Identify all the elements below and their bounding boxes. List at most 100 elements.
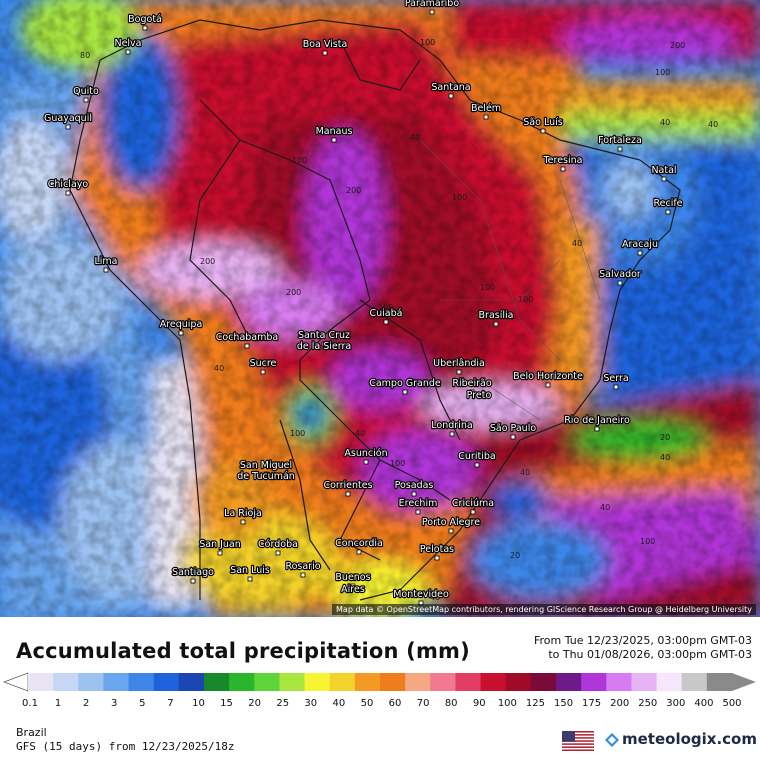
city-label: Teresina [542, 155, 582, 166]
city-dot [470, 509, 476, 515]
precip-value-label: 100 [292, 156, 307, 165]
tick-label: 5 [139, 698, 146, 709]
precip-value-label: 20 [660, 433, 670, 442]
city-label: Chiclayo [48, 179, 89, 190]
city-dot [321, 341, 327, 347]
city-cuiab-: Cuiabá [368, 307, 404, 325]
city-dot [345, 491, 351, 497]
brand-link[interactable]: meteologix.com [622, 730, 757, 748]
city-label: Belo Horizonte [513, 371, 583, 382]
city-label: San Miguel [240, 460, 292, 471]
city-c-rdoba: Córdoba [257, 538, 299, 556]
city-porto-alegre: Porto Alegre [421, 516, 481, 534]
city-nelva: Nelva [113, 37, 143, 55]
colorbar-swatch [530, 673, 557, 691]
precip-value-label: 40 [708, 120, 718, 129]
city-campo-grande: Campo Grande [368, 377, 442, 395]
city-dot [65, 124, 71, 130]
city-label: Posadas [395, 480, 434, 491]
city-dot [469, 389, 475, 395]
city-s-o-lu-s: São Luís [522, 116, 564, 134]
legend-footer: Accumulated total precipitation (mm) Fro… [0, 617, 760, 760]
city-label: Corrientes [323, 480, 372, 491]
city-cochabamba: Cochabamba [215, 331, 279, 349]
city-label: Serra [603, 373, 628, 384]
city-markers: Paramaribo Bogotá Boa Vista Nelva Quito Santa… [43, 0, 684, 606]
city-natal: Natal [650, 164, 678, 182]
city-erechim: Erechim [397, 497, 439, 515]
colorbar-swatch [380, 673, 406, 691]
colorbar-swatch [581, 673, 607, 691]
city-santa-cruz: Santa Cruz [297, 329, 351, 347]
city-label: Uberlândia [433, 358, 485, 369]
city-label: Salvador [599, 269, 641, 280]
colorbar-swatch [505, 673, 532, 691]
city-dot [356, 549, 362, 555]
city-dot [263, 471, 269, 477]
city-ribeir-o: Ribeirão [451, 377, 493, 395]
city-dot [275, 550, 281, 556]
city-pelotas: Pelotas [419, 543, 455, 561]
precip-value-label: 200 [346, 186, 361, 195]
city-dot [331, 137, 337, 143]
city-dot [363, 459, 369, 465]
precip-value-label: 40 [410, 133, 420, 142]
city-dot [411, 491, 417, 497]
city-dot [510, 434, 516, 440]
city-dot [493, 321, 499, 327]
city-dot [247, 576, 253, 582]
time-range: From Tue 12/23/2025, 03:00pm GMT-03 to T… [534, 634, 752, 662]
city-label: São Luís [523, 117, 562, 128]
tick-label: 500 [722, 698, 742, 709]
colorbar-swatch [329, 673, 356, 691]
city-dot [383, 319, 389, 325]
city-dot [613, 384, 619, 390]
city-label: Rio de Janeiro [564, 415, 630, 426]
city-dot [178, 330, 184, 336]
colorbar-swatch [706, 673, 733, 691]
city-label: Lima [94, 256, 117, 267]
city-dot [217, 550, 223, 556]
tick-label: 25 [276, 698, 290, 709]
city-label: Bogotá [128, 14, 162, 25]
city-label: Aracaju [622, 239, 658, 250]
city-label: Montevideo [393, 589, 449, 600]
tick-label: 400 [694, 698, 714, 709]
city-belo-horizonte: Belo Horizonte [512, 370, 584, 388]
tick-label: 250 [638, 698, 658, 709]
colorbar-swatch [204, 673, 230, 691]
city-dot [617, 146, 623, 152]
city-santiago: Santiago [171, 566, 215, 584]
precip-value-label: 100 [390, 459, 405, 468]
city-aracaju: Aracaju [621, 238, 659, 256]
city-label: Manaus [316, 126, 353, 137]
city-salvador: Salvador [598, 268, 642, 286]
city-arequipa: Arequipa [159, 318, 203, 336]
city-curitiba: Curitiba [457, 450, 497, 468]
city-dot [322, 50, 328, 56]
range-from: From Tue 12/23/2025, 03:00pm GMT-03 [533, 634, 752, 647]
city-montevideo: Montevideo [392, 588, 450, 606]
city-dot [402, 389, 408, 395]
colorbar-swatch [656, 673, 683, 691]
city-dot [456, 369, 462, 375]
precip-value-label: 200 [670, 41, 685, 50]
precip-value-label: 100 [655, 68, 670, 77]
city-label: Concordia [335, 538, 383, 549]
city-dot [240, 519, 246, 525]
city-recife: Recife [652, 197, 684, 215]
map-title: Accumulated total precipitation (mm) [16, 639, 470, 663]
city-chiclayo: Chiclayo [47, 178, 90, 196]
colorbar-swatch [78, 673, 104, 691]
city-buenos: Buenos [334, 571, 372, 589]
city-quito: Quito [72, 85, 100, 103]
city-label: Erechim [399, 498, 438, 509]
city-manaus: Manaus [314, 125, 354, 143]
city-label: Pelotas [420, 544, 454, 555]
precip-value-label: 40 [660, 453, 670, 462]
city-label: Arequipa [160, 319, 203, 330]
city-label: Rosario [285, 561, 320, 572]
us-flag-icon[interactable] [562, 731, 594, 751]
city-dot [142, 25, 148, 31]
city-guayaquil: Guayaquil [43, 112, 93, 130]
